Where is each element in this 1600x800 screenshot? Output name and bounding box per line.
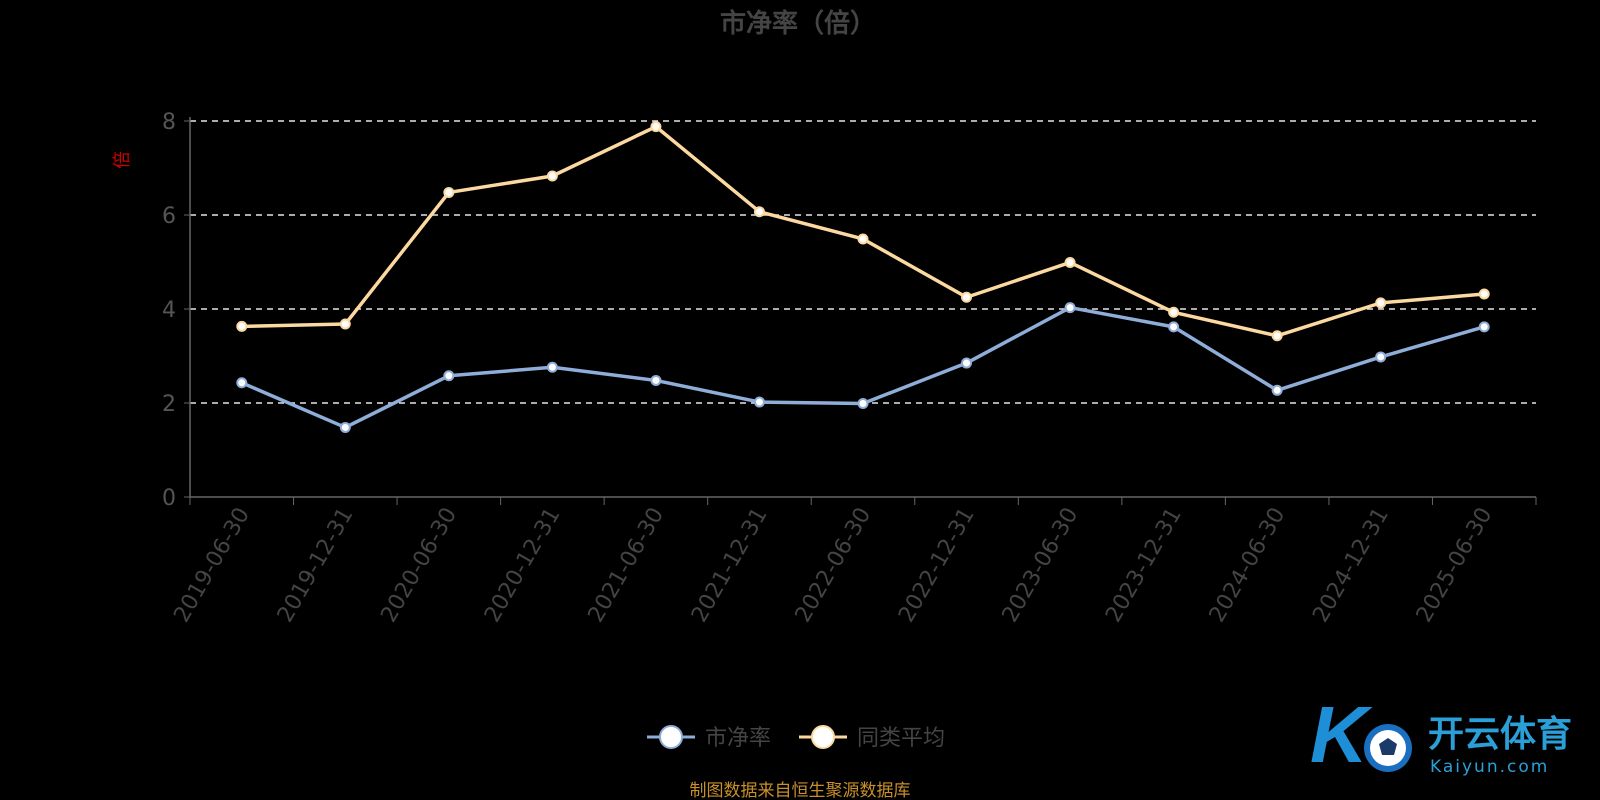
data-point[interactable]: [857, 233, 869, 245]
axes: 0 2 4 6 8 2019-06-30 2019-12-31 2020-06-30 2020-…: [162, 110, 1537, 627]
legend-marker-pb: [659, 725, 683, 749]
data-point[interactable]: [546, 170, 558, 182]
x-tick-label: 2023-06-30: [998, 504, 1084, 627]
data-point[interactable]: [1478, 288, 1490, 300]
watermark-domain: Kaiyun.com: [1430, 757, 1549, 777]
legend[interactable]: 市净率 同类平均: [647, 725, 945, 751]
x-tick-label: 2024-12-31: [1308, 504, 1394, 627]
x-tick-label: 2019-06-30: [169, 504, 255, 627]
y-tick-label: 2: [162, 392, 176, 417]
y-tick-label: 4: [162, 298, 176, 323]
data-point[interactable]: [443, 186, 455, 198]
data-point[interactable]: [546, 361, 558, 373]
data-point[interactable]: [650, 121, 662, 133]
data-point[interactable]: [236, 377, 248, 389]
y-axis-unit-label: 倍: [112, 151, 133, 169]
watermark-logo: K 开云体育 Kaiyun.com: [1310, 690, 1572, 779]
data-point[interactable]: [1271, 384, 1283, 396]
chart-title: 市净率（倍）: [720, 8, 876, 39]
legend-item-pb[interactable]: 市净率: [647, 725, 771, 751]
legend-marker-peer-average: [811, 725, 835, 749]
data-point[interactable]: [443, 370, 455, 382]
x-tick-label: 2021-06-30: [584, 504, 670, 627]
data-point[interactable]: [339, 318, 351, 330]
legend-label-pb: 市净率: [705, 726, 771, 751]
x-tick-label: 2023-12-31: [1101, 504, 1187, 627]
data-point[interactable]: [961, 357, 973, 369]
y-tick-label: 0: [162, 486, 176, 511]
series: [236, 121, 1490, 433]
x-tick-label: 2019-12-31: [273, 504, 359, 627]
data-point[interactable]: [1375, 297, 1387, 309]
x-tick-label: 2021-12-31: [687, 504, 773, 627]
legend-label-peer-average: 同类平均: [857, 726, 945, 751]
series-line-pb: [241, 305, 1485, 430]
x-tick-label: 2022-06-30: [791, 504, 877, 627]
data-point[interactable]: [1271, 330, 1283, 342]
legend-item-peer-average[interactable]: 同类平均: [799, 725, 945, 751]
x-tick-label: 2022-12-31: [894, 504, 980, 627]
data-point[interactable]: [339, 421, 351, 433]
data-point[interactable]: [650, 374, 662, 386]
watermark-brand: 开云体育: [1428, 714, 1572, 755]
y-tick-label: 6: [162, 204, 176, 229]
data-point[interactable]: [1375, 351, 1387, 363]
data-point[interactable]: [753, 206, 765, 218]
kaiyun-logo-icon: K: [1310, 690, 1412, 779]
data-point[interactable]: [1064, 302, 1076, 314]
data-source-note: 制图数据来自恒生聚源数据库: [690, 781, 911, 800]
data-point[interactable]: [1168, 306, 1180, 318]
data-point[interactable]: [1478, 321, 1490, 333]
data-point[interactable]: [236, 320, 248, 332]
logo-letter: K: [1310, 690, 1373, 779]
x-tick-label: 2020-12-31: [480, 504, 566, 627]
data-point[interactable]: [961, 291, 973, 303]
x-tick-label: 2020-06-30: [376, 504, 462, 627]
series-line-peer-average: [241, 124, 1485, 338]
y-tick-label: 8: [162, 110, 176, 135]
data-point[interactable]: [1168, 321, 1180, 333]
x-tick-label: 2025-06-30: [1412, 504, 1498, 627]
data-point[interactable]: [753, 396, 765, 408]
data-point[interactable]: [857, 397, 869, 409]
data-point[interactable]: [1064, 256, 1076, 268]
x-tick-label: 2024-06-30: [1205, 504, 1291, 627]
